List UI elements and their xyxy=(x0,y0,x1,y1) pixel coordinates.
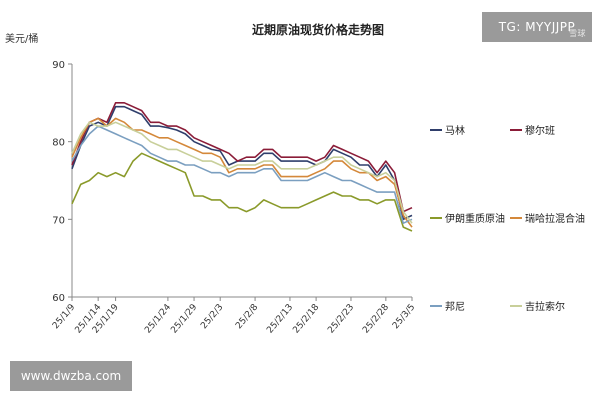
y-axis-label: 美元/桶 xyxy=(5,32,38,45)
x-tick-label: 25/2/28 xyxy=(361,302,391,335)
chart-title: 近期原油现货价格走势图 xyxy=(252,22,384,37)
series-line-0 xyxy=(71,105,413,221)
series-line-2 xyxy=(71,152,413,232)
legend-label-5: 吉拉索尔 xyxy=(525,300,565,313)
x-tick-label: 25/1/29 xyxy=(169,302,199,335)
legend-label-4: 邦尼 xyxy=(445,300,465,313)
y-tick-label: 70 xyxy=(52,215,65,226)
legend-label-0: 马林 xyxy=(445,124,465,137)
x-tick-label: 25/2/3 xyxy=(199,303,225,332)
series-line-5 xyxy=(71,121,413,224)
watermark-top: TG: MYYJJPP 雪球 xyxy=(482,12,592,42)
legend-label-2: 伊朗重质原油 xyxy=(445,212,505,225)
x-tick-label: 25/3/5 xyxy=(391,303,417,332)
y-tick-label: 90 xyxy=(52,60,65,71)
watermark-top-logo: 雪球 xyxy=(569,29,586,38)
x-tick-label: 25/2/8 xyxy=(234,302,260,331)
x-tick-label: 25/1/9 xyxy=(51,302,77,331)
watermark-bottom: www.dwzba.com xyxy=(10,361,132,391)
series-line-1 xyxy=(71,102,413,213)
x-tick-label: 25/2/18 xyxy=(291,302,321,335)
series-line-4 xyxy=(71,125,413,224)
x-tick-label: 25/1/24 xyxy=(143,302,173,335)
legend-label-3: 瑞哈拉混合油 xyxy=(525,212,585,225)
y-tick-label: 80 xyxy=(52,138,65,149)
series-line-3 xyxy=(71,117,413,228)
series-lines xyxy=(71,102,413,232)
x-tick-label: 25/2/23 xyxy=(326,303,356,336)
legend-label-1: 穆尔班 xyxy=(525,124,555,137)
watermark-top-text: TG: MYYJJPP xyxy=(498,20,576,34)
x-tick-label: 25/2/13 xyxy=(265,303,295,336)
y-tick-label: 60 xyxy=(52,293,65,304)
